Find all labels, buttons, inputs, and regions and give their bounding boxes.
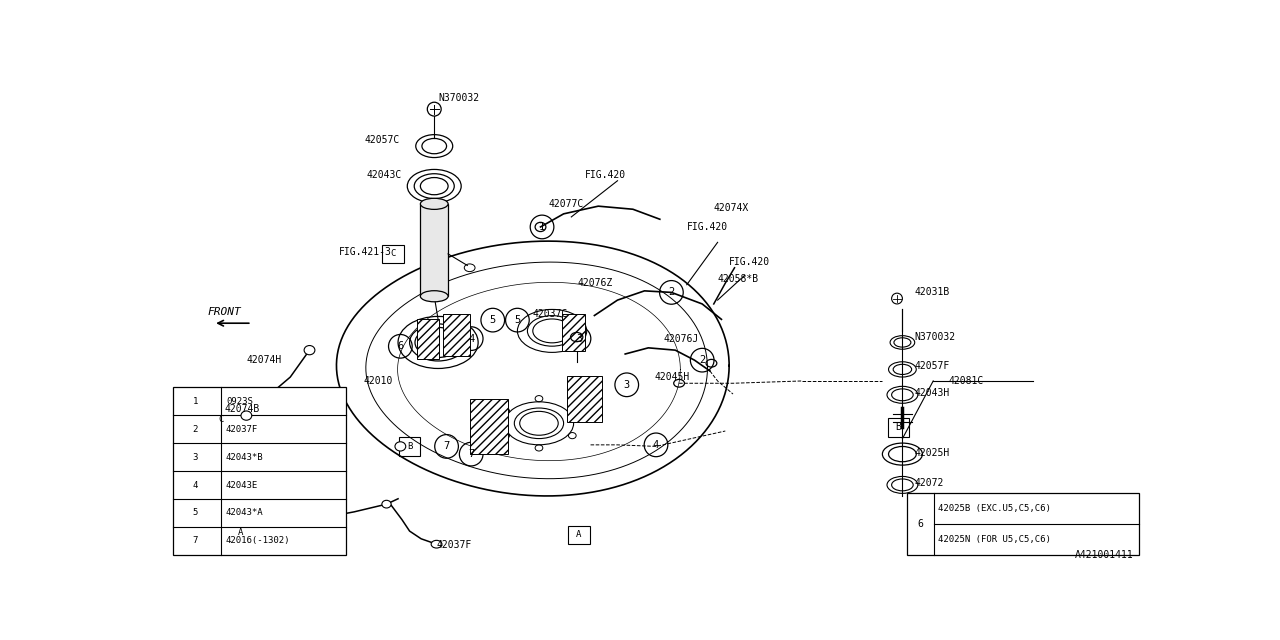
Text: 42072: 42072 [915,478,945,488]
Bar [210,410,232,429]
Bar [470,399,508,454]
Text: 4: 4 [468,333,475,344]
Text: 4: 4 [193,481,198,490]
Text: 7: 7 [193,536,198,545]
Bar [568,525,590,544]
Text: 42058*B: 42058*B [718,273,759,284]
Text: 3: 3 [193,452,198,461]
Bar [229,524,251,542]
Text: A421001411: A421001411 [1075,550,1133,561]
Text: 42037F: 42037F [227,425,259,434]
Text: 42077C: 42077C [548,199,584,209]
Text: 2: 2 [193,425,198,434]
Text: 42076Z: 42076Z [577,278,613,288]
Text: 42016(-1302): 42016(-1302) [227,536,291,545]
Text: 6: 6 [918,519,923,529]
Text: 42074H: 42074H [246,355,282,365]
Bar [420,204,448,296]
Text: 42043*B: 42043*B [227,452,264,461]
Text: 2: 2 [699,355,705,365]
Text: N370032: N370032 [915,332,956,342]
Text: 42074B: 42074B [225,404,260,415]
Text: 1: 1 [539,222,545,232]
Bar [381,244,403,263]
Text: A: A [576,531,581,540]
Text: 42043E: 42043E [227,481,259,490]
Text: B: B [407,442,412,451]
Text: A: A [238,528,243,537]
Text: 7: 7 [443,442,449,451]
Text: 42043H: 42043H [915,387,950,397]
Text: 3: 3 [623,380,630,390]
Text: 42057C: 42057C [365,135,401,145]
Text: 7: 7 [468,449,475,459]
Ellipse shape [431,540,442,548]
Text: FIG.420: FIG.420 [730,257,771,267]
Text: C: C [219,415,224,424]
Text: 0923S: 0923S [227,397,253,406]
Bar [173,387,346,555]
Text: 42074X: 42074X [714,203,749,212]
Text: 42045H: 42045H [654,372,690,382]
Ellipse shape [396,442,406,451]
Ellipse shape [241,411,252,420]
Text: 42057F: 42057F [915,360,950,371]
Ellipse shape [420,198,448,209]
Text: 42037F: 42037F [436,540,472,550]
Bar [908,493,1139,555]
Bar [567,376,602,422]
Text: 42076J: 42076J [664,333,699,344]
Text: 5: 5 [490,315,495,325]
Text: 5: 5 [515,315,521,325]
Text: 5: 5 [193,508,198,517]
Text: 42025B (EXC.U5,C5,C6): 42025B (EXC.U5,C5,C6) [938,504,1051,513]
Text: 42037C: 42037C [532,309,568,319]
Text: 42031B: 42031B [915,287,950,298]
Text: 42025N (FOR U5,C5,C6): 42025N (FOR U5,C5,C6) [938,535,1051,544]
Text: 6: 6 [397,341,403,351]
Text: 3: 3 [576,333,582,344]
Text: 1: 1 [193,397,198,406]
Bar [417,319,439,360]
Ellipse shape [381,500,392,508]
Text: FIG.420: FIG.420 [585,170,626,180]
Text: C: C [390,250,396,259]
Bar [562,314,585,351]
Ellipse shape [305,346,315,355]
Text: 42043*A: 42043*A [227,508,264,517]
Bar [443,314,471,356]
Text: 4: 4 [653,440,659,450]
Text: 2: 2 [668,287,675,298]
Bar [888,418,909,436]
Text: FRONT: FRONT [207,307,242,317]
Text: 42081C: 42081C [948,376,984,386]
Text: FIG.420: FIG.420 [687,222,728,232]
Bar [399,437,420,456]
Text: N370032: N370032 [439,93,480,103]
Text: FIG.421-3: FIG.421-3 [339,247,392,257]
Text: B: B [896,422,901,432]
Text: 42025H: 42025H [915,447,950,458]
Text: 42043C: 42043C [366,170,402,180]
Ellipse shape [420,291,448,302]
Text: 42010: 42010 [364,376,393,386]
